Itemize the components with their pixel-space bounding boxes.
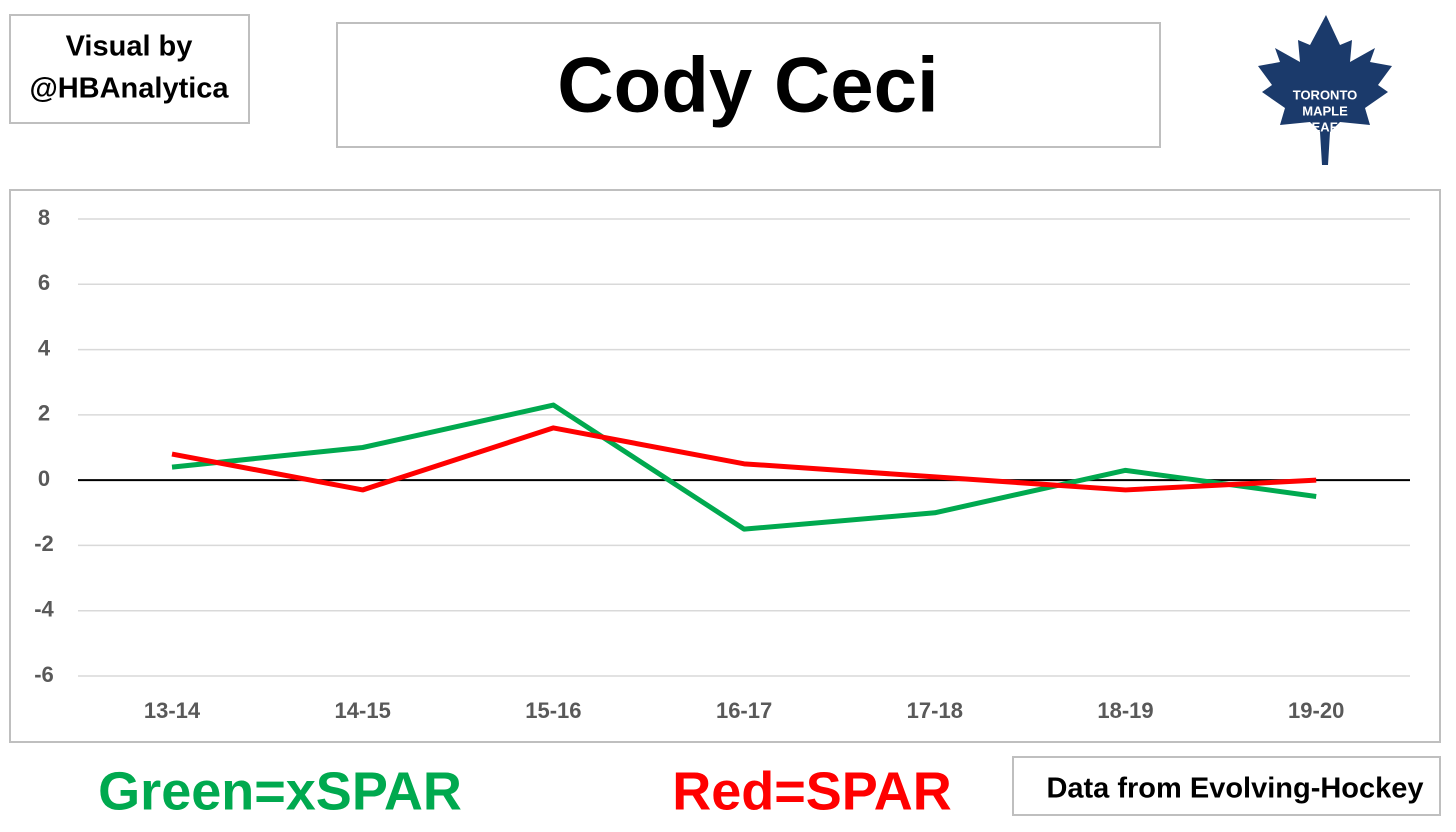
x-tick-label: 18-19: [1097, 698, 1153, 723]
y-tick-label: 6: [38, 270, 50, 295]
title-box: [336, 22, 1161, 148]
y-tick-label: -2: [34, 531, 54, 556]
source-box: [1012, 756, 1441, 816]
x-tick-label: 17-18: [907, 698, 963, 723]
credit-line: @HBAnalytica: [29, 73, 229, 105]
y-tick-label: 2: [38, 401, 50, 426]
credit-box: [9, 14, 250, 124]
series-line: [171, 402, 1317, 532]
legend-entry: Red=SPAR: [672, 761, 952, 821]
legend-entry: Green=xSPAR: [98, 761, 462, 821]
y-tick-label: -4: [34, 597, 54, 622]
logo: TORONTO MAPLE LEAFS: [1258, 15, 1392, 165]
logo-text: TORONTO: [1293, 87, 1358, 102]
x-tick-label: 15-16: [525, 698, 581, 723]
y-tick-label: -6: [34, 662, 54, 687]
x-tick-label: 13-14: [144, 698, 201, 723]
logo-text: LEAFS: [1304, 119, 1347, 134]
y-tick-label: 8: [38, 205, 50, 230]
logo-text: MAPLE: [1302, 103, 1348, 118]
x-tick-label: 19-20: [1288, 698, 1344, 723]
x-tick-label: 14-15: [335, 698, 391, 723]
source-note: Data from Evolving-Hockey: [1046, 773, 1423, 805]
y-tick-label: 0: [38, 466, 50, 491]
series-line: [171, 425, 1317, 493]
credit-line: Visual by: [66, 31, 193, 63]
logo-leaf: [1258, 15, 1392, 165]
chart-title: Cody Ceci: [557, 41, 938, 129]
x-tick-label: 16-17: [716, 698, 772, 723]
y-tick-label: 4: [38, 335, 51, 360]
